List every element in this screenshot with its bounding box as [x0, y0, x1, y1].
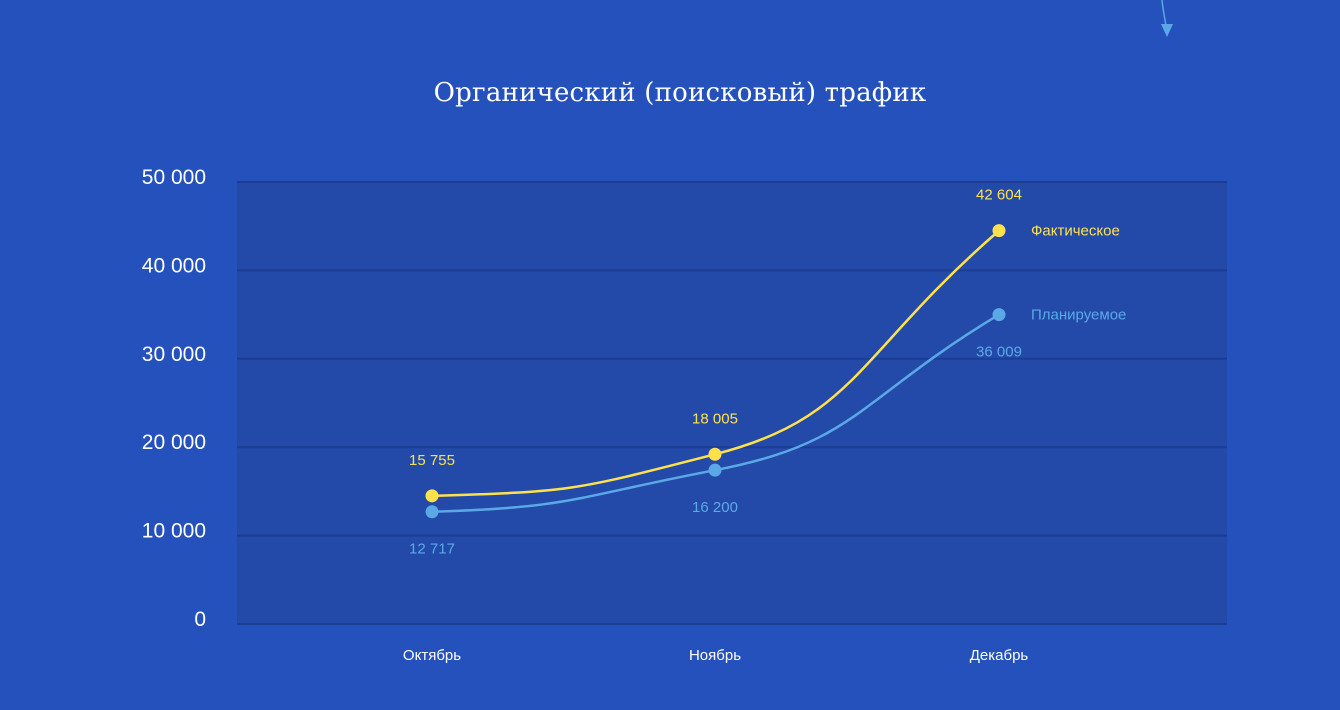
- x-tick-label: Ноябрь: [689, 647, 741, 664]
- y-tick-label: 0: [194, 608, 206, 631]
- data-point-planned: [708, 463, 722, 477]
- down-arrow-icon: [1161, 0, 1173, 37]
- y-tick-label: 20 000: [142, 431, 206, 454]
- data-point-planned: [992, 308, 1006, 322]
- y-tick-label: 50 000: [142, 166, 206, 189]
- data-label-actual: 18 005: [692, 410, 738, 427]
- series-line-actual: [431, 229, 1000, 498]
- data-point-planned: [425, 505, 439, 519]
- data-label-planned: 36 009: [976, 344, 1022, 361]
- y-tick-label: 40 000: [142, 254, 206, 277]
- data-label-planned: 16 200: [692, 499, 738, 516]
- chart-title: Органический (поисковый) трафик: [433, 78, 927, 108]
- data-point-actual: [992, 224, 1006, 238]
- data-point-actual: [708, 447, 722, 461]
- data-point-actual: [425, 489, 439, 503]
- x-tick-label: Октябрь: [403, 647, 461, 664]
- series-label-planned: Планируемое: [1031, 307, 1126, 324]
- x-tick-label: Декабрь: [970, 647, 1029, 664]
- data-label-planned: 12 717: [409, 541, 455, 558]
- series-label-actual: Фактическое: [1031, 223, 1120, 240]
- data-label-actual: 15 755: [409, 452, 455, 469]
- plot-area: [237, 182, 1227, 624]
- data-label-actual: 42 604: [976, 187, 1022, 204]
- y-tick-label: 10 000: [142, 520, 206, 543]
- y-tick-label: 30 000: [142, 343, 206, 366]
